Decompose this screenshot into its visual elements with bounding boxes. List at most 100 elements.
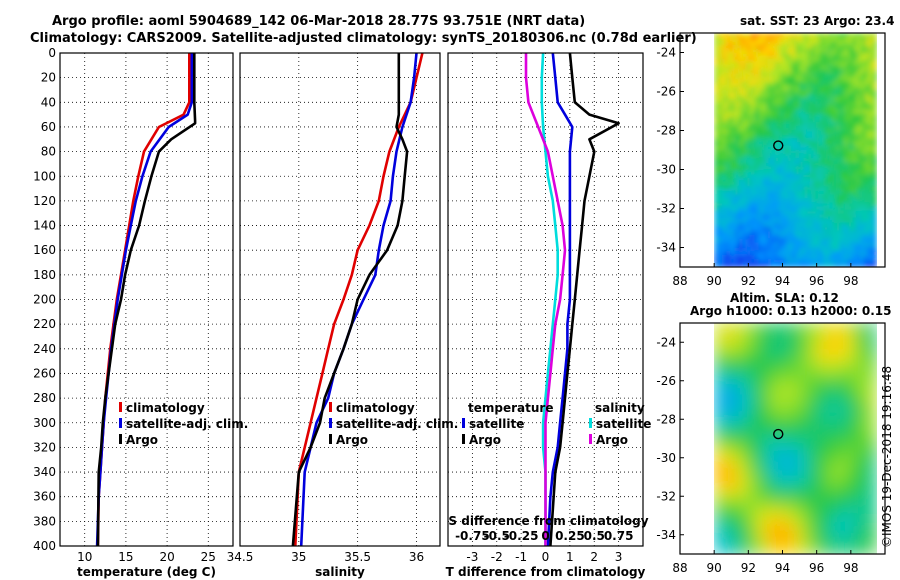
heatmap-cell (714, 33, 719, 38)
heatmap-cell (766, 33, 772, 38)
sla-map-title: Altim. SLA: 0.12 (730, 291, 839, 305)
heatmap-cell (803, 49, 809, 54)
heatmap-cell (849, 447, 859, 457)
heatmap-cell (750, 206, 756, 212)
heatmap-cell (839, 137, 845, 143)
heatmap-cell (807, 137, 813, 143)
heatmap-cell (815, 250, 821, 256)
heatmap-cell (848, 69, 853, 74)
heatmap-cell (714, 186, 719, 191)
heatmap-cell (787, 174, 792, 179)
heatmap-cell (872, 61, 877, 66)
heatmap-cell (795, 162, 800, 167)
heatmap-cell (787, 226, 792, 232)
heatmap-cell (791, 85, 796, 90)
heatmap-cell (726, 162, 731, 167)
heatmap-cell (714, 117, 719, 123)
heatmap-cell (807, 105, 813, 111)
heatmap-cell (750, 536, 760, 546)
heatmap-cell (734, 230, 740, 236)
heatmap-cell (795, 331, 805, 342)
heatmap-cell (860, 218, 865, 224)
heatmap-cell (738, 137, 744, 143)
heatmap-cell (835, 101, 841, 107)
heatmap-cell (771, 101, 776, 107)
heatmap-cell (766, 109, 772, 115)
heatmap-cell (787, 158, 792, 163)
heatmap-cell (779, 150, 784, 155)
heatmap-cell (831, 101, 837, 107)
heatmap-cell (860, 117, 865, 123)
heatmap-cell (758, 97, 764, 103)
heatmap-cell (823, 81, 829, 86)
heatmap-cell (771, 242, 776, 248)
heatmap-cell (730, 222, 736, 228)
heatmap-cell (718, 162, 723, 167)
heatmap-cell (758, 194, 764, 199)
heatmap-cell (791, 101, 796, 107)
heatmap-cell (742, 166, 748, 171)
heatmap-cell (827, 190, 833, 195)
heatmap-cell (779, 33, 784, 38)
heatmap-cell (848, 246, 853, 252)
heatmap-cell (835, 37, 841, 42)
heatmap-cell (762, 101, 768, 107)
heatmap-cell (762, 137, 768, 143)
heatmap-cell (791, 93, 796, 99)
heatmap-cell (779, 77, 784, 82)
heatmap-cell (872, 182, 877, 187)
heatmap-cell (815, 234, 821, 240)
heatmap-cell (819, 154, 825, 159)
heatmap-cell (856, 61, 861, 66)
heatmap-cell (872, 37, 877, 42)
heatmap-cell (840, 420, 850, 431)
heatmap-cell (831, 57, 837, 62)
heatmap-cell (791, 61, 796, 66)
heatmap-cell (734, 178, 740, 183)
heatmap-cell (758, 166, 764, 171)
heatmap-cell (750, 394, 760, 404)
heatmap-cell (750, 158, 756, 163)
heatmap-cell (714, 214, 719, 220)
heatmap-cell (754, 194, 760, 199)
heatmap-cell (750, 81, 756, 86)
heatmap-cell (759, 376, 769, 386)
heatmap-cell (783, 45, 788, 50)
heatmap-cell (775, 238, 780, 244)
heatmap-cell (840, 545, 850, 554)
heatmap-cell (848, 198, 853, 203)
heatmap-cell (779, 89, 784, 95)
heatmap-cell (758, 37, 764, 42)
heatmap-cell (852, 77, 857, 82)
heatmap-cell (742, 101, 748, 107)
heatmap-cell (758, 158, 764, 163)
heatmap-cell (807, 53, 813, 58)
heatmap-cell (714, 323, 724, 333)
heatmap-cell (852, 93, 857, 99)
heatmap-cell (734, 113, 740, 119)
heatmap-cell (746, 121, 752, 127)
heatmap-cell (803, 137, 809, 143)
heatmap-cell (822, 509, 832, 520)
temperature-panel: 10 15 20 2502040608010012014016018020022024… (33, 46, 234, 579)
heatmap-cell (722, 202, 727, 207)
heatmap-cell (723, 376, 733, 386)
heatmap-cell (839, 109, 845, 115)
heatmap-cell (722, 206, 727, 212)
heatmap-cell (718, 45, 723, 50)
heatmap-cell (807, 77, 813, 82)
heatmap-cell (779, 162, 784, 167)
heatmap-cell (856, 57, 861, 62)
heatmap-cell (848, 150, 853, 155)
heatmap-cell (762, 150, 768, 155)
heatmap-cell (762, 202, 768, 207)
heatmap-cell (738, 97, 744, 103)
heatmap-cell (803, 162, 809, 167)
heatmap-cell (848, 125, 853, 131)
heatmap-cell (714, 146, 719, 151)
y-tick-label: -28 (656, 124, 676, 138)
heatmap-cell (803, 37, 809, 42)
heatmap-cell (783, 33, 788, 38)
heatmap-cell (714, 394, 724, 404)
x-tick-label: -2 (491, 550, 503, 564)
